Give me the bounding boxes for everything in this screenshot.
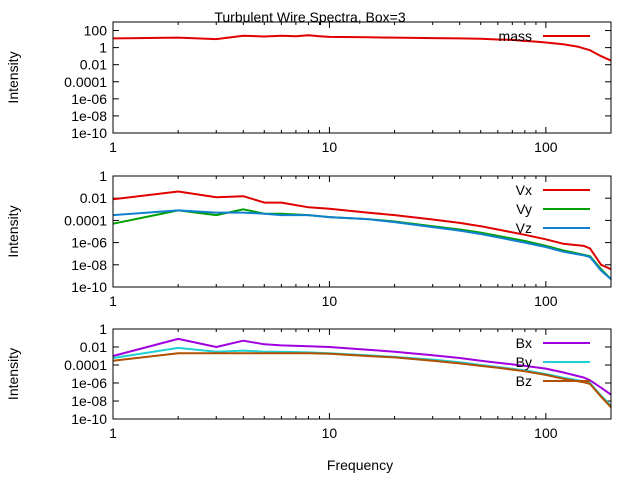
- y-tick-label: 1e-08: [71, 108, 107, 124]
- legend-label-Bz: Bz: [516, 373, 532, 389]
- y-tick-label: 1e-06: [71, 235, 107, 251]
- figure-title: Turbulent Wire Spectra, Box=3: [214, 9, 406, 25]
- y-axis-label: Intensity: [5, 205, 21, 257]
- y-tick-label: 0.01: [80, 57, 107, 73]
- y-tick-label: 0.01: [80, 339, 107, 355]
- y-axis-label: Intensity: [5, 51, 21, 103]
- y-tick-label: 1e-06: [71, 91, 107, 107]
- x-tick-label: 1: [109, 425, 117, 441]
- series-line-mass: [112, 34, 612, 62]
- plot-frame: [112, 328, 612, 420]
- y-tick-label: 1e-10: [71, 279, 107, 295]
- x-tick-label: 100: [534, 293, 558, 309]
- x-tick-label: 1: [109, 139, 117, 155]
- y-tick-label: 0.01: [80, 190, 107, 206]
- x-tick-label: 100: [534, 139, 558, 155]
- y-tick-label: 1e-06: [71, 375, 107, 391]
- series-line-Bx: [112, 337, 612, 396]
- legend-label-mass: mass: [499, 28, 532, 44]
- x-tick-label: 100: [534, 425, 558, 441]
- legend-label-Vx: Vx: [516, 182, 532, 198]
- y-tick-label: 1e-08: [71, 257, 107, 273]
- x-tick-label: 10: [322, 139, 338, 155]
- series-line-Vx: [112, 190, 612, 271]
- y-tick-label: 1: [99, 40, 107, 56]
- plot-frame: [112, 175, 612, 288]
- y-tick-label: 1e-10: [71, 411, 107, 427]
- y-tick-label: 1: [99, 168, 107, 184]
- legend-label-Vy: Vy: [516, 201, 532, 217]
- y-tick-label: 100: [84, 23, 108, 39]
- y-tick-label: 0.0001: [64, 357, 107, 373]
- plot-frame: [112, 21, 612, 134]
- legend-label-Bx: Bx: [516, 335, 532, 351]
- y-tick-label: 1: [99, 321, 107, 337]
- series-line-Vz: [112, 209, 612, 280]
- legend-label-Vz: Vz: [516, 220, 532, 236]
- x-tick-label: 10: [322, 293, 338, 309]
- y-tick-label: 0.0001: [64, 212, 107, 228]
- y-axis-label: Intensity: [5, 348, 21, 400]
- x-tick-label: 10: [322, 425, 338, 441]
- x-tick-label: 1: [109, 293, 117, 309]
- y-tick-label: 1e-10: [71, 125, 107, 141]
- legend-label-By: By: [516, 354, 532, 370]
- y-tick-label: 1e-08: [71, 393, 107, 409]
- x-axis-label: Frequency: [327, 457, 393, 473]
- y-tick-label: 0.0001: [64, 74, 107, 90]
